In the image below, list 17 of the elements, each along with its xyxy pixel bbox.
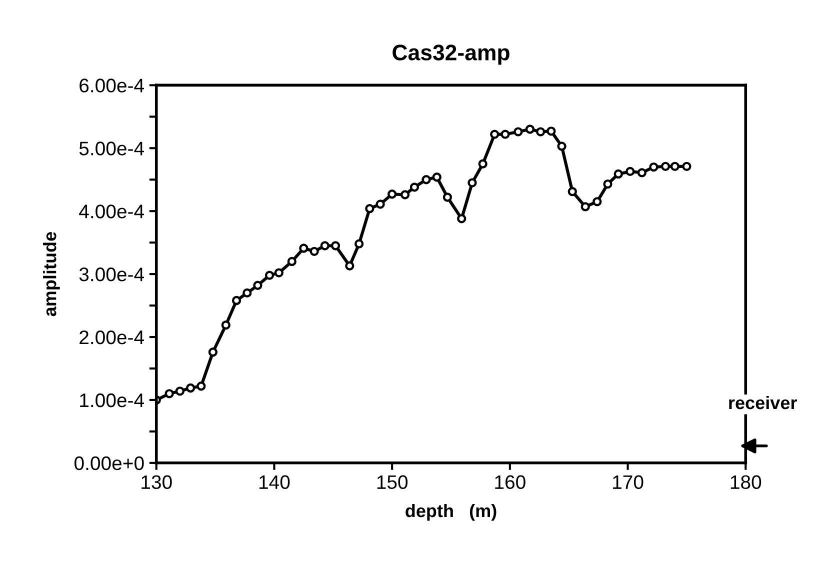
x-tick-label: 140: [259, 475, 290, 490]
annotation: receiver: [729, 396, 797, 410]
y-tick-label: 0.00e+0: [74, 456, 144, 470]
y-tick-label: 6.00e-4: [80, 78, 144, 92]
x-axis-title: depth (m): [406, 504, 496, 521]
y-tick-label: 2.00e-4: [80, 330, 144, 344]
x-tick-label: 160: [495, 475, 526, 490]
y-tick-label: 4.00e-4: [79, 204, 144, 218]
y-tick-label: 5.00e-4: [79, 142, 144, 156]
x-tick-label: 130: [142, 475, 172, 490]
y-axis-title: amplitude: [43, 232, 60, 316]
x-tick-label: 150: [377, 475, 408, 490]
chart-title: Cas32-amp: [392, 44, 510, 65]
y-tick-label: 1.00e-4: [80, 393, 144, 408]
x-tick-label: 180: [730, 475, 762, 490]
y-tick-label: 3.00e-4: [79, 268, 144, 282]
x-tick-label: 170: [613, 475, 644, 490]
